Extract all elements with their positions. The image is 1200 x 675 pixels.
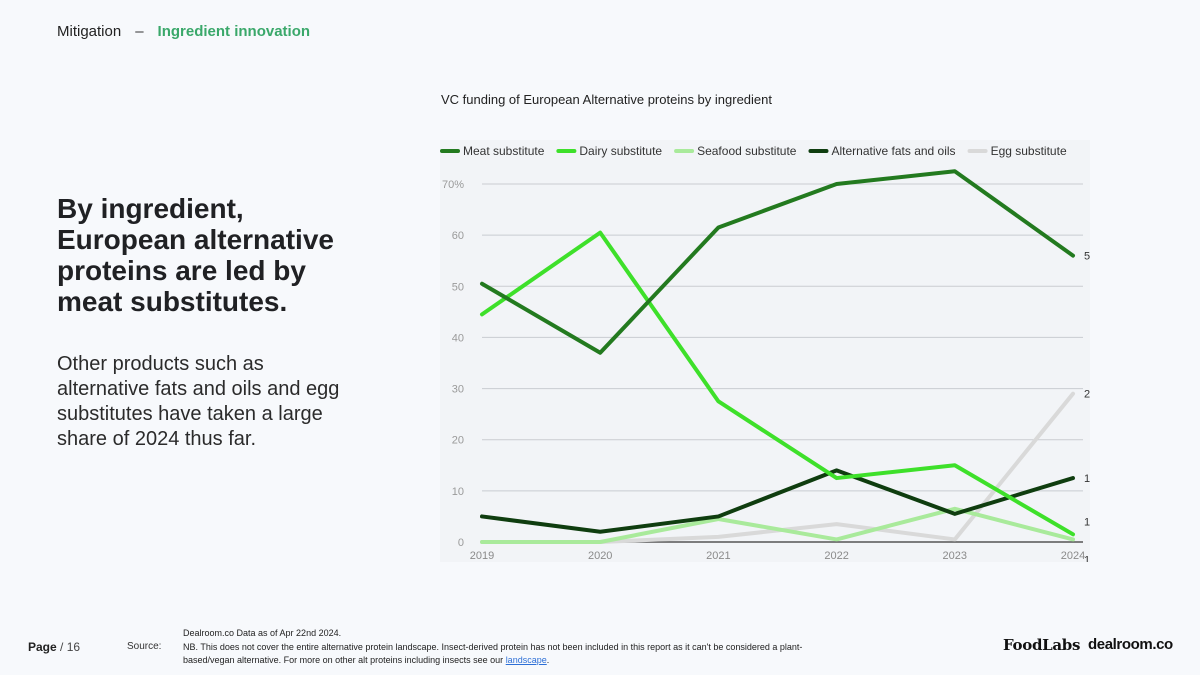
legend-label: Seafood substitute xyxy=(697,144,797,158)
y-tick-label: 60 xyxy=(452,230,464,242)
x-tick-label: 2020 xyxy=(588,550,612,562)
source-note-text: NB. This does not cover the entire alter… xyxy=(183,641,803,666)
y-tick-label: 30 xyxy=(452,384,464,396)
breadcrumb-separator: – xyxy=(135,23,144,40)
page-total: / 16 xyxy=(60,640,81,654)
breadcrumb-current: Ingredient innovation xyxy=(157,23,311,40)
page-body-text: Other products such as alternative fats … xyxy=(57,353,340,450)
source-notes: Dealroom.co Data as of Apr 22nd 2024. NB… xyxy=(183,627,823,668)
breadcrumb-section: Mitigation xyxy=(57,23,122,40)
x-tick-label: 2019 xyxy=(470,550,494,562)
x-tick-label: 2021 xyxy=(706,550,730,562)
y-tick-label: 50 xyxy=(452,281,464,293)
source-line-2: NB. This does not cover the entire alter… xyxy=(183,641,823,668)
line-chart: 0 10 20 30 40 50 60 70% 2019 2020 2021 2022 2023 2024… xyxy=(440,144,1090,562)
x-tick-label: 2023 xyxy=(943,550,967,562)
end-data-label: 1% xyxy=(1084,554,1090,562)
chart-title: VC funding of European Alternative prote… xyxy=(441,92,772,107)
end-data-label: 13% xyxy=(1084,473,1090,485)
y-tick-label: 20 xyxy=(452,435,464,447)
end-data-label: 1% xyxy=(1084,516,1090,528)
source-line-1: Dealroom.co Data as of Apr 22nd 2024. xyxy=(183,628,342,638)
y-tick-label: 40 xyxy=(452,332,464,344)
series-line xyxy=(480,169,1075,355)
dealroom-logo: dealroom.co xyxy=(1088,636,1173,653)
page-number: Page / 16 xyxy=(28,640,80,654)
chart-area: 0 10 20 30 40 50 60 70% 2019 2020 2021 2022 2023 2024… xyxy=(440,140,1090,562)
foodlabs-logo: FoodLabs xyxy=(1003,636,1081,654)
series-line xyxy=(480,468,1075,534)
legend-label: Egg substitute xyxy=(991,144,1067,158)
series-line xyxy=(480,391,1075,544)
x-tick-label: 2024 xyxy=(1061,550,1085,562)
y-tick-label: 70% xyxy=(442,179,464,191)
source-label: Source: xyxy=(127,641,162,652)
y-tick-label: 10 xyxy=(452,486,464,498)
legend-label: Meat substitute xyxy=(463,144,545,158)
page-label: Page xyxy=(28,640,57,654)
series-line xyxy=(480,506,1075,544)
end-data-label: 29% xyxy=(1084,389,1090,401)
page-headline: By ingredient, European alternative prot… xyxy=(57,193,334,317)
y-tick-label: 0 xyxy=(458,537,464,549)
breadcrumb: Mitigation – Ingredient innovation xyxy=(57,23,310,40)
source-note-end: . xyxy=(546,655,550,665)
legend-label: Dairy substitute xyxy=(579,144,662,158)
x-tick-label: 2022 xyxy=(824,550,848,562)
legend-label: Alternative fats and oils xyxy=(831,144,955,158)
end-data-label: 56% xyxy=(1084,251,1090,263)
series-line xyxy=(480,230,1075,537)
landscape-link[interactable]: landscape xyxy=(505,655,547,665)
